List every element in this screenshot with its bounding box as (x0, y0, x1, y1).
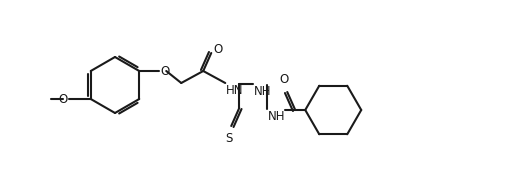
Text: HN: HN (226, 84, 244, 97)
Text: S: S (226, 132, 233, 145)
Text: O: O (160, 65, 170, 78)
Text: O: O (280, 73, 289, 86)
Text: O: O (59, 92, 68, 105)
Text: NH: NH (268, 110, 286, 123)
Text: NH: NH (254, 85, 272, 98)
Text: O: O (213, 43, 223, 56)
